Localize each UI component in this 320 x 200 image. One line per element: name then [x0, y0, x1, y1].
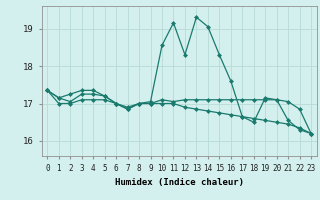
X-axis label: Humidex (Indice chaleur): Humidex (Indice chaleur) — [115, 178, 244, 187]
